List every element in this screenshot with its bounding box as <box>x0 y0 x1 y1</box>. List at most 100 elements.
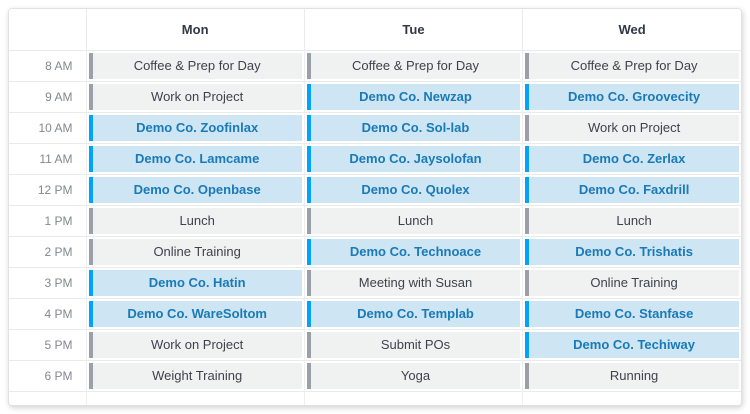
demo-event[interactable]: Demo Co. Hatin <box>88 270 302 296</box>
day-cell: Online Training <box>85 236 305 268</box>
event[interactable]: Coffee & Prep for Day <box>88 53 302 79</box>
day-cell: Demo Co. Zerlax <box>522 143 741 175</box>
day-cell: Work on Project <box>85 81 305 113</box>
event[interactable]: Coffee & Prep for Day <box>306 53 521 79</box>
schedule-row: 2 PM Online Training Demo Co. Technoace Dem… <box>9 236 741 268</box>
event[interactable]: Yoga <box>306 363 521 389</box>
schedule-row: 8 AM Coffee & Prep for Day Coffee & Prep f… <box>9 50 741 82</box>
schedule-table: Mon Tue Wed 8 AM Coffee & Prep for Day Cof… <box>9 9 741 405</box>
day-cell: Coffee & Prep for Day <box>522 50 741 82</box>
schedule-row: 6 PM Weight Training Yoga Running <box>9 360 741 392</box>
day-cell: Demo Co. Stanfase <box>522 298 741 330</box>
day-cell: Coffee & Prep for Day <box>303 50 523 82</box>
empty-cell <box>9 391 86 405</box>
day-cell: Lunch <box>522 205 741 237</box>
schedule-row: 4 PM Demo Co. WareSoltom Demo Co. Templab D… <box>9 298 741 330</box>
day-cell: Demo Co. Openbase <box>85 174 305 206</box>
day-cell: Demo Co. Techiway <box>522 329 741 361</box>
event[interactable]: Submit POs <box>306 332 521 358</box>
demo-event[interactable]: Demo Co. Zoofinlax <box>88 115 302 141</box>
schedule-row: 3 PM Demo Co. Hatin Meeting with Susan Onli… <box>9 267 741 299</box>
demo-event[interactable]: Demo Co. Trishatis <box>525 239 739 265</box>
day-cell: Work on Project <box>85 329 305 361</box>
time-label: 10 AM <box>9 112 86 144</box>
time-label: 9 AM <box>9 81 86 113</box>
empty-row <box>9 391 741 405</box>
event[interactable]: Work on Project <box>88 332 302 358</box>
schedule-row: 1 PM Lunch Lunch Lunch <box>9 205 741 237</box>
time-label: 1 PM <box>9 205 86 237</box>
schedule-card: Mon Tue Wed 8 AM Coffee & Prep for Day Cof… <box>8 8 742 406</box>
time-label: 2 PM <box>9 236 86 268</box>
time-column-header <box>9 9 86 51</box>
event[interactable]: Weight Training <box>88 363 302 389</box>
schedule-row: 12 PM Demo Co. Openbase Demo Co. Quolex Dem… <box>9 174 741 206</box>
event[interactable]: Lunch <box>306 208 521 234</box>
day-cell: Demo Co. Templab <box>303 298 523 330</box>
day-cell: Demo Co. Lamcame <box>85 143 305 175</box>
demo-event[interactable]: Demo Co. Technoace <box>306 239 521 265</box>
demo-event[interactable]: Demo Co. Groovecity <box>525 84 739 110</box>
schedule-body: 8 AM Coffee & Prep for Day Coffee & Prep f… <box>9 50 741 405</box>
day-cell: Meeting with Susan <box>303 267 523 299</box>
time-label: 3 PM <box>9 267 86 299</box>
day-cell: Weight Training <box>85 360 305 392</box>
day-cell: Demo Co. Jaysolofan <box>303 143 523 175</box>
demo-event[interactable]: Demo Co. Zerlax <box>525 146 739 172</box>
day-cell: Yoga <box>303 360 523 392</box>
day-cell: Demo Co. Hatin <box>85 267 305 299</box>
header-row: Mon Tue Wed <box>9 9 741 51</box>
demo-event[interactable]: Demo Co. Newzap <box>306 84 521 110</box>
schedule-row: 11 AM Demo Co. Lamcame Demo Co. Jaysolofan… <box>9 143 741 175</box>
time-label: 5 PM <box>9 329 86 361</box>
day-cell: Running <box>522 360 741 392</box>
event[interactable]: Running <box>525 363 739 389</box>
day-header-wed: Wed <box>522 9 741 51</box>
day-cell: Lunch <box>303 205 523 237</box>
event[interactable]: Meeting with Susan <box>306 270 521 296</box>
demo-event[interactable]: Demo Co. Techiway <box>525 332 739 358</box>
demo-event[interactable]: Demo Co. Stanfase <box>525 301 739 327</box>
demo-event[interactable]: Demo Co. Templab <box>306 301 521 327</box>
demo-event[interactable]: Demo Co. Faxdrill <box>525 177 739 203</box>
day-cell: Demo Co. Zoofinlax <box>85 112 305 144</box>
time-label: 8 AM <box>9 50 86 82</box>
day-cell: Demo Co. Sol-lab <box>303 112 523 144</box>
day-cell: Lunch <box>85 205 305 237</box>
empty-cell <box>522 391 741 405</box>
day-cell: Demo Co. Trishatis <box>522 236 741 268</box>
schedule-row: 9 AM Work on Project Demo Co. Newzap Demo C… <box>9 81 741 113</box>
empty-cell <box>303 391 523 405</box>
schedule-row: 10 AM Demo Co. Zoofinlax Demo Co. Sol-lab W… <box>9 112 741 144</box>
empty-cell <box>85 391 305 405</box>
day-cell: Demo Co. Quolex <box>303 174 523 206</box>
time-label: 4 PM <box>9 298 86 330</box>
event[interactable]: Online Training <box>525 270 739 296</box>
event[interactable]: Coffee & Prep for Day <box>525 53 739 79</box>
event[interactable]: Lunch <box>88 208 302 234</box>
time-label: 11 AM <box>9 143 86 175</box>
demo-event[interactable]: Demo Co. Sol-lab <box>306 115 521 141</box>
demo-event[interactable]: Demo Co. Openbase <box>88 177 302 203</box>
event[interactable]: Lunch <box>525 208 739 234</box>
time-label: 12 PM <box>9 174 86 206</box>
demo-event[interactable]: Demo Co. Jaysolofan <box>306 146 521 172</box>
day-cell: Demo Co. Groovecity <box>522 81 741 113</box>
event[interactable]: Work on Project <box>525 115 739 141</box>
demo-event[interactable]: Demo Co. Quolex <box>306 177 521 203</box>
day-header-tue: Tue <box>303 9 523 51</box>
day-cell: Demo Co. Newzap <box>303 81 523 113</box>
day-cell: Online Training <box>522 267 741 299</box>
demo-event[interactable]: Demo Co. WareSoltom <box>88 301 302 327</box>
event[interactable]: Online Training <box>88 239 302 265</box>
event[interactable]: Work on Project <box>88 84 302 110</box>
schedule-row: 5 PM Work on Project Submit POs Demo Co. Te… <box>9 329 741 361</box>
day-cell: Submit POs <box>303 329 523 361</box>
day-cell: Work on Project <box>522 112 741 144</box>
day-cell: Demo Co. Technoace <box>303 236 523 268</box>
day-header-mon: Mon <box>85 9 305 51</box>
demo-event[interactable]: Demo Co. Lamcame <box>88 146 302 172</box>
day-cell: Coffee & Prep for Day <box>85 50 305 82</box>
time-label: 6 PM <box>9 360 86 392</box>
day-cell: Demo Co. Faxdrill <box>522 174 741 206</box>
